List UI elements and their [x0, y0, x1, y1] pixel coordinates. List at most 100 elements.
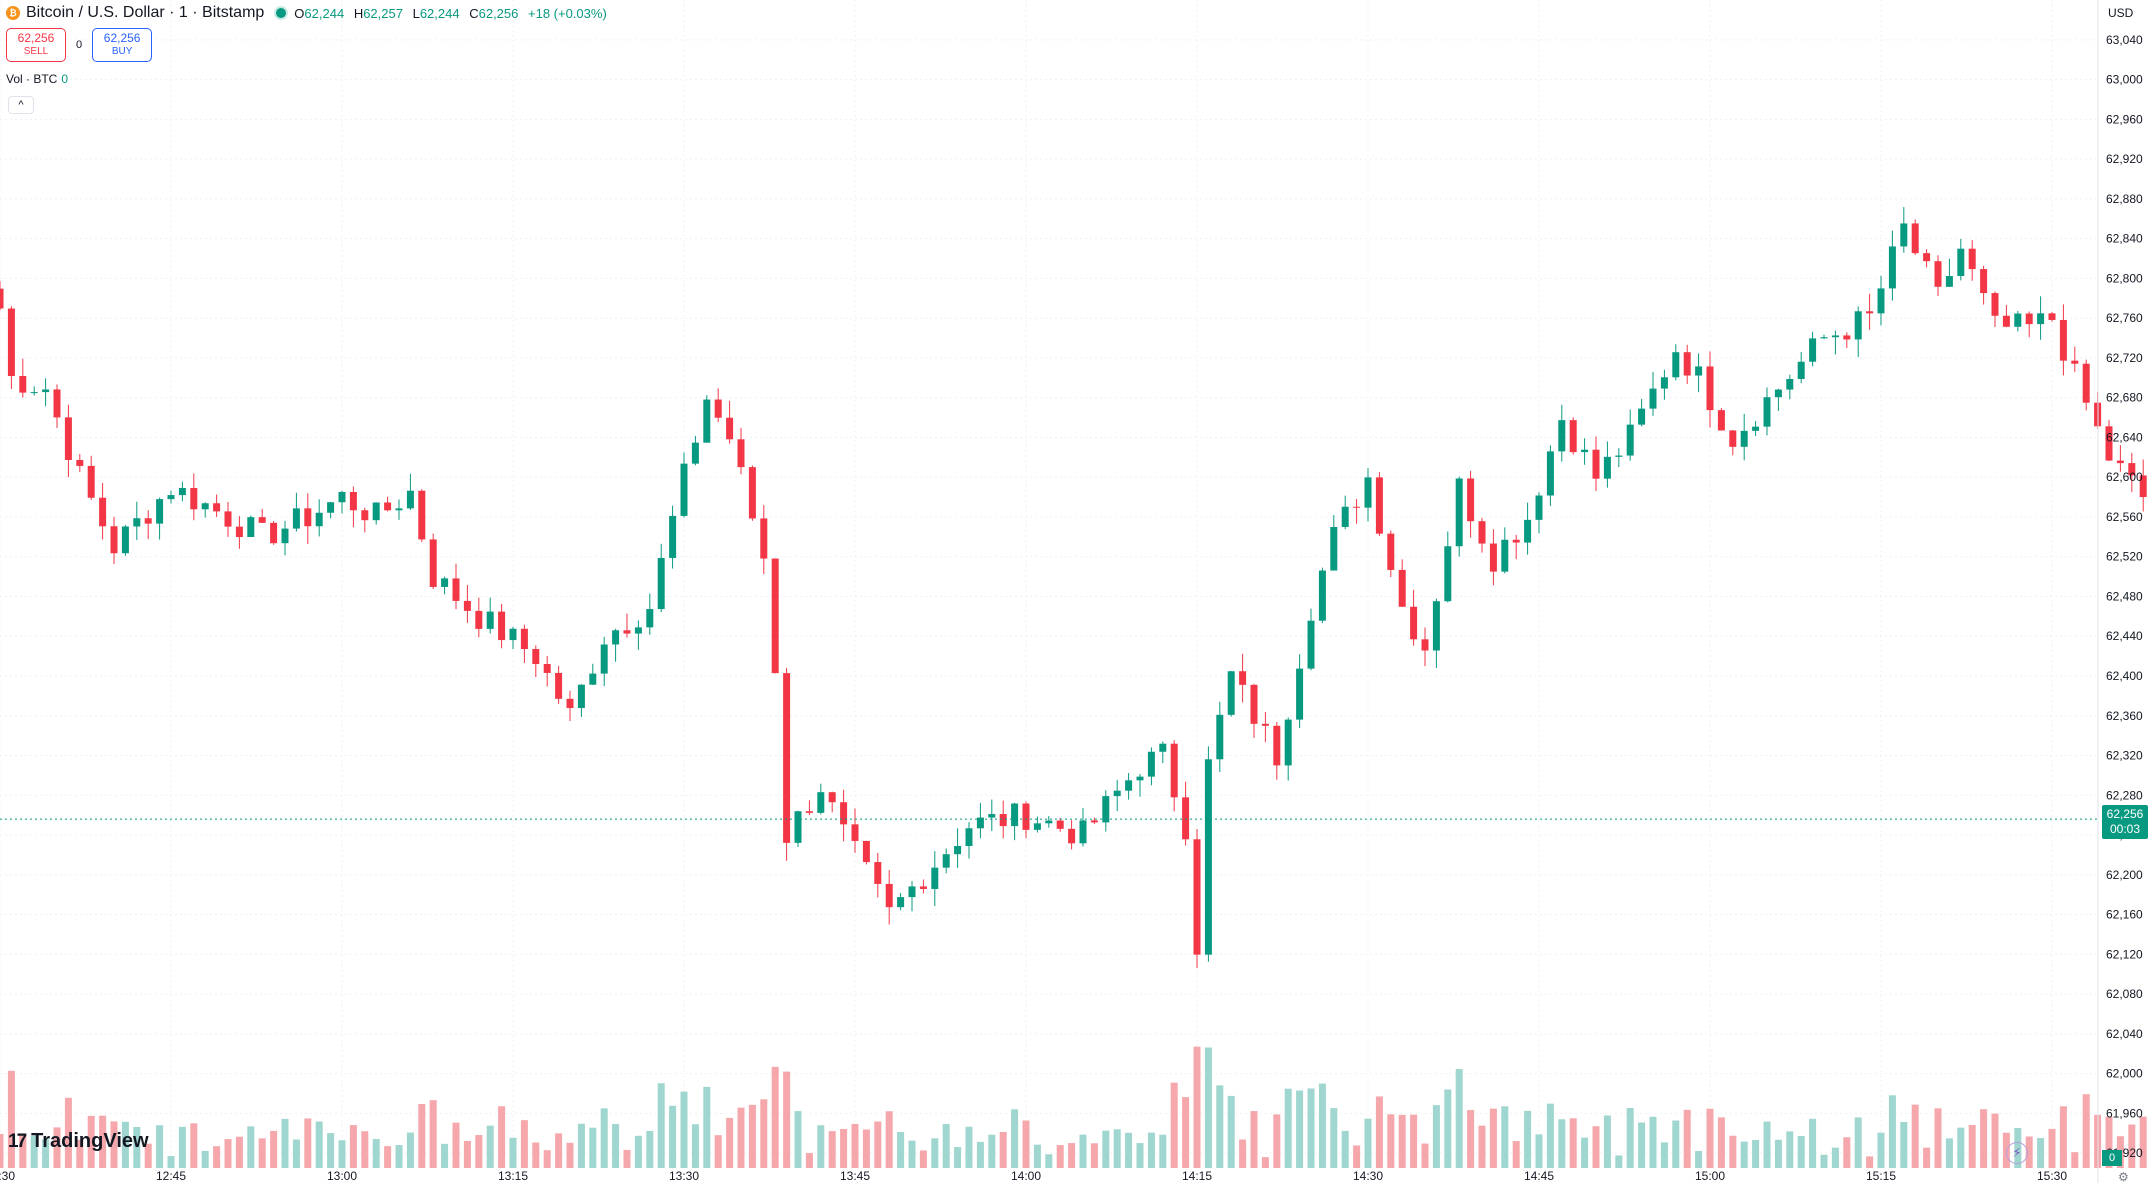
gear-icon[interactable]: ⚙	[2118, 1170, 2129, 1183]
candle-body	[703, 399, 711, 443]
candle-body	[1683, 352, 1691, 376]
volume-value: 0	[61, 72, 69, 86]
candle-body	[1068, 828, 1076, 844]
time-tick-label: 13:45	[840, 1169, 870, 1183]
candle-body	[840, 802, 848, 825]
candle-body	[1672, 352, 1680, 378]
lightning-icon[interactable]: ⚡	[2006, 1142, 2028, 1164]
buy-price: 62,256	[103, 31, 141, 45]
volume-bar	[703, 1086, 711, 1168]
volume-bar	[897, 1131, 905, 1168]
bitcoin-icon[interactable]: ₿	[6, 6, 20, 20]
candle-body	[1250, 684, 1258, 724]
volume-bar	[885, 1111, 893, 1168]
candle-body	[555, 672, 563, 699]
candle-body	[748, 467, 756, 519]
market-open-icon	[274, 6, 289, 20]
candle-body	[954, 846, 962, 855]
volume-bar	[2059, 1106, 2067, 1168]
volume-bar	[1022, 1120, 1030, 1168]
candle-body	[509, 628, 517, 641]
candle-body	[851, 824, 859, 841]
volume-bar	[1934, 1108, 1942, 1168]
volume-bars	[0, 1046, 2147, 1168]
volume-bar	[1364, 1118, 1372, 1168]
candle-body	[190, 487, 198, 510]
candle-body	[1774, 389, 1782, 398]
volume-bar	[1421, 1143, 1429, 1168]
volume-bar	[532, 1142, 540, 1168]
volume-bar	[1923, 1147, 1931, 1168]
volume-bar	[794, 1111, 802, 1168]
volume-bar	[612, 1123, 620, 1168]
candle-body	[2002, 315, 2010, 327]
candle-body	[87, 465, 95, 498]
candle-body	[623, 630, 631, 634]
candle-body	[726, 417, 734, 440]
volume-bar	[1717, 1117, 1725, 1168]
price-tick-label: 63,000	[2106, 73, 2143, 87]
price-tick-label: 63,040	[2106, 33, 2143, 47]
candle-body	[817, 792, 825, 813]
volume-bar	[1307, 1088, 1315, 1168]
chevron-up-icon: ^	[18, 99, 24, 111]
volume-axis-label: 0	[2102, 1150, 2122, 1166]
candle-body	[942, 854, 950, 868]
candle-body	[1204, 759, 1212, 955]
volume-bar	[657, 1083, 665, 1168]
candle-body	[1911, 223, 1919, 254]
candle-body	[167, 495, 175, 500]
volume-legend[interactable]: Vol · BTC 0	[6, 72, 68, 86]
collapse-legend-button[interactable]: ^	[8, 96, 34, 114]
tradingview-logo[interactable]: 17 TradingView	[8, 1130, 149, 1153]
candle-body	[1877, 288, 1885, 314]
price-axis[interactable]: 61,92061,96062,00062,04062,08062,12062,1…	[2097, 0, 2143, 1183]
volume-bar	[110, 1121, 118, 1168]
volume-bar	[1809, 1118, 1817, 1168]
volume-bar	[2105, 1116, 2113, 1168]
volume-bar	[178, 1126, 186, 1168]
volume-bar	[1683, 1109, 1691, 1168]
candle-body	[1159, 743, 1167, 752]
volume-bar	[1261, 1157, 1269, 1168]
volume-bar	[338, 1140, 346, 1168]
candle-body	[1740, 430, 1748, 447]
candle-body	[19, 376, 27, 393]
candles	[0, 207, 2147, 969]
candle-body	[1273, 725, 1281, 766]
currency-selector[interactable]: USD	[2108, 6, 2134, 20]
buy-button[interactable]: 62,256 BUY	[92, 28, 153, 62]
candle-body	[1227, 671, 1235, 715]
volume-bar	[1626, 1108, 1634, 1168]
candle-body	[771, 558, 779, 674]
volume-bar	[1831, 1147, 1839, 1168]
volume-bar	[942, 1123, 950, 1168]
candle-body	[441, 578, 449, 587]
time-tick-label: 15:15	[1866, 1169, 1896, 1183]
symbol-title[interactable]: Bitcoin / U.S. Dollar · 1 · Bitstamp	[26, 4, 265, 21]
spread-value: 0	[76, 39, 83, 51]
sell-button[interactable]: 62,256 SELL	[6, 28, 66, 62]
candle-body	[1626, 424, 1634, 456]
volume-bar	[748, 1104, 756, 1168]
volume-bar	[1284, 1088, 1292, 1168]
price-tick-label: 62,360	[2106, 709, 2143, 723]
volume-bar	[874, 1121, 882, 1168]
volume-bar	[1763, 1121, 1771, 1168]
time-axis[interactable]: 12:30 12:45 13:00 13:15 13:30 13:45 14:00 14:15…	[0, 1169, 2150, 1183]
volume-bar	[2037, 1138, 2045, 1168]
volume-bar	[1193, 1046, 1201, 1168]
volume-bar	[1843, 1137, 1851, 1168]
volume-bar	[121, 1121, 129, 1168]
candle-body	[988, 814, 996, 818]
volume-bar	[292, 1139, 300, 1168]
candle-body	[1866, 311, 1874, 314]
volume-bar	[1603, 1115, 1611, 1168]
candle-body	[919, 886, 927, 889]
volume-bar	[1045, 1154, 1053, 1168]
volume-bar	[1227, 1095, 1235, 1168]
volume-bar	[384, 1146, 392, 1168]
candle-body	[1330, 526, 1338, 571]
